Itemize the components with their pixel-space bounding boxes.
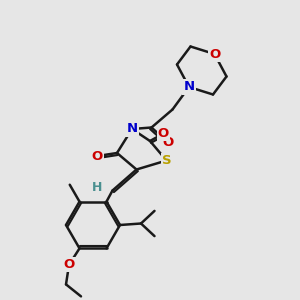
Text: O: O — [158, 127, 169, 140]
Text: H: H — [92, 181, 103, 194]
Text: N: N — [126, 122, 138, 136]
Text: O: O — [92, 149, 103, 163]
Text: O: O — [63, 258, 75, 272]
Text: N: N — [183, 80, 195, 94]
Text: S: S — [162, 154, 171, 167]
Text: O: O — [162, 136, 174, 149]
Text: O: O — [209, 47, 220, 61]
